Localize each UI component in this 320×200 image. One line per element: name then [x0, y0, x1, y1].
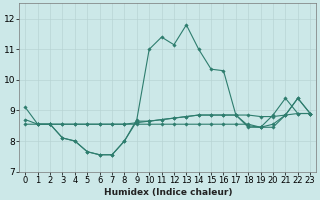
X-axis label: Humidex (Indice chaleur): Humidex (Indice chaleur) [103, 188, 232, 197]
